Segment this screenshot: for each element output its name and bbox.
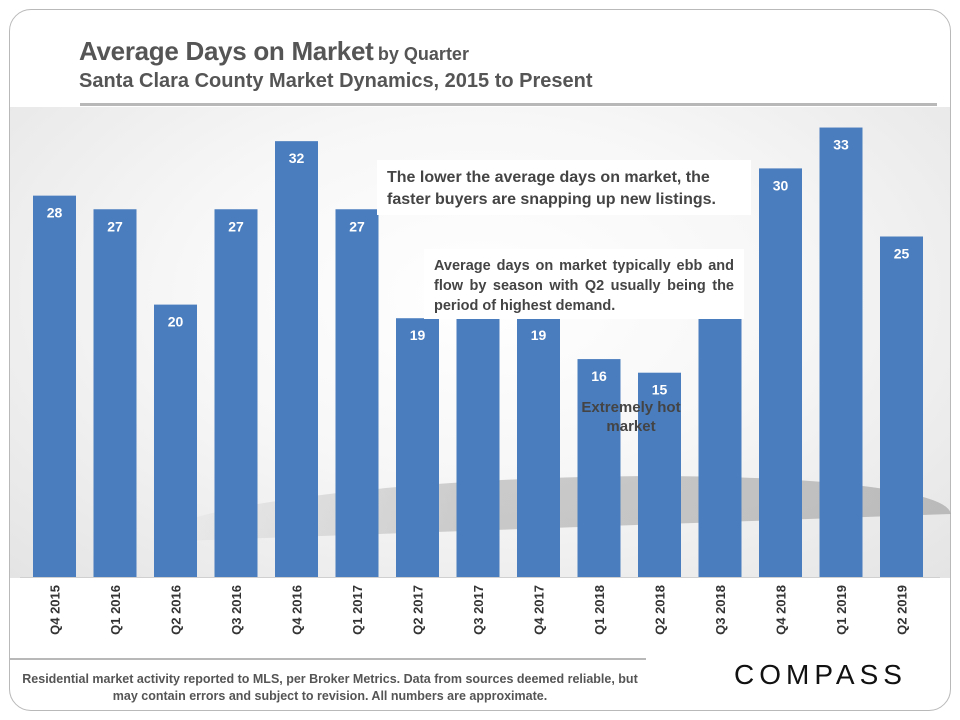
title-main: Average Days on Market <box>79 36 374 66</box>
data-label: 32 <box>289 150 305 166</box>
bar-q4-2015 <box>33 195 76 577</box>
chart-title: Average Days on Market by Quarter <box>79 36 469 67</box>
compass-logo: COMPASS <box>734 659 907 690</box>
bar-q3-2017 <box>456 290 500 577</box>
x-tick-label: Q4 2018 <box>774 585 789 635</box>
chart-subtitle: Santa Clara County Market Dynamics, 2015… <box>79 70 593 92</box>
x-tick-label: Q1 2017 <box>350 585 365 635</box>
footer-divider <box>10 658 646 660</box>
data-label: 33 <box>833 137 849 153</box>
annotation-days-explainer: The lower the average days on market, th… <box>377 160 751 215</box>
bar-q4-2016 <box>275 141 318 577</box>
bar-q1-2019 <box>819 127 863 577</box>
data-label: 27 <box>349 218 365 234</box>
x-tick-label: Q4 2017 <box>532 585 547 635</box>
bar-q4-2018 <box>759 168 802 577</box>
x-tick-label: Q2 2016 <box>169 585 184 635</box>
title-suffix: by Quarter <box>377 44 469 64</box>
data-label: 19 <box>531 327 547 343</box>
bar-q2-2019 <box>880 236 923 577</box>
x-tick-label: Q2 2018 <box>653 585 668 635</box>
bar-q2-2016 <box>154 304 197 577</box>
bar-q1-2017 <box>335 209 379 577</box>
bar-q2-2018 <box>638 372 681 577</box>
x-tick-label: Q1 2016 <box>108 585 123 635</box>
title-divider <box>80 103 937 106</box>
data-label: 16 <box>591 368 607 384</box>
x-tick-label: Q3 2016 <box>229 585 244 635</box>
bar-q3-2018 <box>698 290 742 577</box>
data-label: 27 <box>107 218 123 234</box>
bar-q4-2017 <box>517 318 560 577</box>
data-label: 15 <box>652 382 668 398</box>
annotation-hot-market: Extremely hot market <box>581 399 681 435</box>
bar-q3-2016 <box>214 209 258 577</box>
x-tick-label: Q1 2019 <box>834 585 849 635</box>
data-label: 20 <box>168 314 184 330</box>
data-label: 25 <box>894 246 910 262</box>
data-label: 27 <box>228 218 244 234</box>
bar-q2-2017 <box>396 318 439 577</box>
data-label: 28 <box>47 205 63 221</box>
bar-q1-2016 <box>93 209 137 577</box>
x-tick-label: Q2 2017 <box>411 585 426 635</box>
x-tick-label: Q3 2018 <box>713 585 728 635</box>
x-tick-label: Q3 2017 <box>471 585 486 635</box>
footer-source-note: Residential market activity reported to … <box>22 672 638 703</box>
x-tick-label: Q4 2016 <box>290 585 305 635</box>
bar-q1-2018 <box>577 359 621 577</box>
annotation-seasonal-note: Average days on market typically ebb and… <box>424 249 744 319</box>
x-tick-label: Q2 2019 <box>895 585 910 635</box>
x-tick-label: Q1 2018 <box>592 585 607 635</box>
data-label: 30 <box>773 177 789 193</box>
x-tick-label: Q4 2015 <box>48 585 63 635</box>
data-label: 19 <box>410 327 426 343</box>
